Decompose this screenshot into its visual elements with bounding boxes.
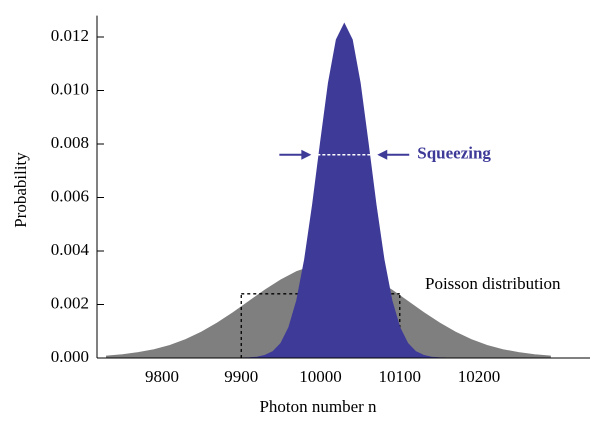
arrow-head — [377, 149, 388, 160]
x-tick-label: 9800 — [145, 367, 179, 386]
area — [241, 22, 448, 359]
y-axis-label: Probability — [11, 152, 30, 228]
y-tick-label: 0.002 — [51, 293, 89, 312]
annotation: Poisson distribution — [425, 274, 561, 293]
y-tick-label: 0.004 — [51, 240, 90, 259]
x-tick-label: 10100 — [379, 367, 422, 386]
x-tick-label: 9900 — [224, 367, 258, 386]
y-tick-label: 0.012 — [51, 26, 89, 45]
y-tick-label: 0.000 — [51, 347, 89, 366]
y-tick-label: 0.010 — [51, 79, 89, 98]
y-tick-label: 0.006 — [51, 186, 89, 205]
arrow-head — [301, 149, 312, 160]
annotation: Squeezing — [417, 144, 491, 163]
x-tick-label: 10000 — [299, 367, 342, 386]
y-tick-label: 0.008 — [51, 133, 89, 152]
x-axis-label: Photon number n — [259, 397, 377, 416]
x-tick-label: 10200 — [458, 367, 501, 386]
